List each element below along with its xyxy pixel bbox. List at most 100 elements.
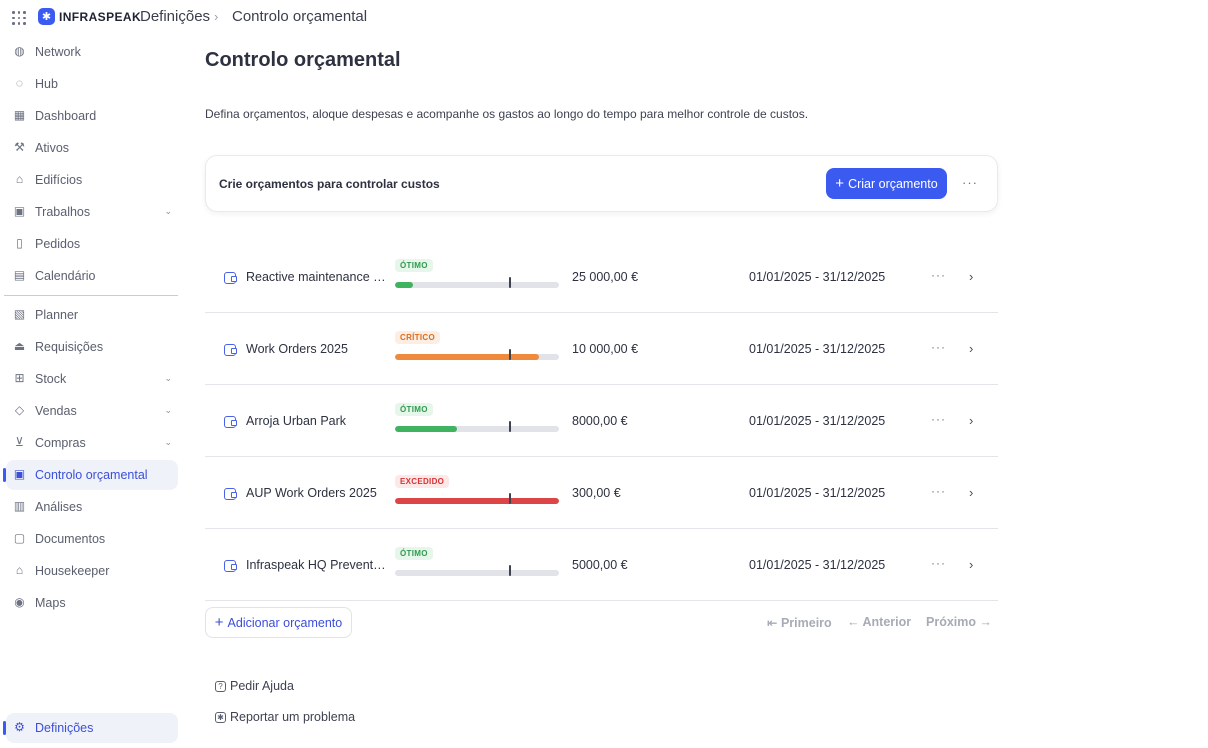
sidebar-item-label: Hub — [35, 77, 58, 91]
sidebar-item-label: Vendas — [35, 404, 77, 418]
wallet-icon — [224, 416, 237, 428]
sidebar-item-definicoes[interactable]: ⚙ Definições — [6, 713, 178, 743]
chevron-down-icon[interactable]: ⌄ — [164, 373, 172, 383]
budget-dates: 01/01/2025 - 31/12/2025 — [749, 414, 886, 428]
active-indicator — [3, 721, 6, 735]
planner-icon: ▧ — [13, 307, 26, 321]
building-icon: ⌂ — [15, 172, 24, 186]
budget-row[interactable]: Work Orders 2025 CRÍTICO 10 000,00 € 01/01/… — [205, 313, 998, 385]
bug-icon: ✱ — [215, 711, 226, 723]
sidebar-item-dashboard[interactable]: ▦ Dashboard — [6, 101, 178, 131]
budget-dates: 01/01/2025 - 31/12/2025 — [749, 342, 886, 356]
stock-icon: ⊞ — [14, 371, 25, 385]
budget-row[interactable]: Reactive maintenance S... ÓTIMO 25 000,00 … — [205, 241, 998, 313]
pagination-first-label: Primeiro — [780, 616, 832, 630]
create-budget-button[interactable]: + Criar orçamento — [826, 168, 947, 199]
sidebar-item-maps[interactable]: ◉ Maps — [6, 588, 178, 618]
chevron-right-icon[interactable]: › — [969, 485, 974, 500]
sidebar-item-calendario[interactable]: ▤ Calendário — [6, 261, 178, 291]
sidebar-item-stock[interactable]: ⊞ Stock ⌄ — [6, 364, 178, 394]
pagination-previous-label: Anterior — [862, 615, 912, 629]
sidebar-item-vendas[interactable]: ◇ Vendas ⌄ — [6, 396, 178, 426]
help-link-label: Pedir Ajuda — [230, 679, 294, 693]
more-options-icon[interactable]: ··· — [931, 412, 946, 426]
sidebar-item-edificios[interactable]: ⌂ Edifícios — [6, 165, 178, 195]
sidebar-item-compras[interactable]: ⊻ Compras ⌄ — [6, 428, 178, 458]
budget-name: Infraspeak HQ Preventive — [246, 558, 386, 572]
budget-name: Reactive maintenance S... — [246, 270, 386, 284]
help-link[interactable]: ? Pedir Ajuda — [215, 679, 294, 693]
sidebar-item-label: Stock — [35, 372, 67, 386]
budget-amount: 25 000,00 € — [572, 270, 639, 284]
sidebar-item-label: Edifícios — [35, 173, 83, 187]
chevron-right-icon[interactable]: › — [969, 269, 974, 284]
active-indicator — [3, 468, 6, 482]
sidebar-item-pedidos[interactable]: ▯ Pedidos — [6, 229, 178, 259]
gear-icon: ⚙ — [14, 720, 25, 734]
more-options-icon[interactable]: ··· — [931, 268, 946, 282]
status-badge: ÓTIMO — [395, 259, 433, 272]
brand-logo[interactable]: ✱ INFRASPEAK — [38, 8, 141, 25]
sidebar-item-label: Housekeeper — [35, 564, 110, 578]
status-badge: ÓTIMO — [395, 403, 433, 416]
chart-icon: ▥ — [13, 499, 26, 513]
budget-row[interactable]: Arroja Urban Park ÓTIMO 8000,00 € 01/01/202… — [205, 385, 998, 457]
dashboard-icon: ▦ — [13, 108, 26, 122]
budget-progress-bar — [395, 354, 559, 360]
first-page-icon: ⇤ — [767, 616, 778, 630]
sidebar-item-controlo-orcamental[interactable]: ▣ Controlo orçamental — [6, 460, 178, 490]
pagination-first[interactable]: ⇤ Primeiro — [767, 615, 832, 630]
sidebar-item-ativos[interactable]: ⚒ Ativos — [6, 133, 178, 163]
chevron-right-icon[interactable]: › — [969, 413, 974, 428]
wallet-icon — [224, 560, 237, 572]
sidebar-item-label: Documentos — [35, 532, 106, 546]
sidebar-item-housekeeper[interactable]: ⌂ Housekeeper — [6, 556, 178, 586]
sidebar-item-network[interactable]: ◍ Network — [6, 37, 178, 67]
sidebar-item-trabalhos[interactable]: ▣ Trabalhos ⌄ — [6, 197, 178, 227]
sidebar-item-label: Calendário — [35, 269, 96, 283]
more-options-icon[interactable]: ··· — [962, 175, 978, 190]
sidebar-item-requisicoes[interactable]: ⏏ Requisições — [6, 332, 178, 362]
cart-icon: ⊻ — [15, 435, 24, 449]
add-budget-button[interactable]: + Adicionar orçamento — [205, 607, 352, 638]
budget-progress-marker — [509, 421, 511, 432]
sidebar-item-label: Requisições — [35, 340, 104, 354]
wrench-icon: ⚒ — [14, 140, 25, 154]
status-badge: CRÍTICO — [395, 331, 440, 344]
report-problem-link[interactable]: ✱ Reportar um problema — [215, 710, 355, 724]
status-badge: ÓTIMO — [395, 547, 433, 560]
sidebar-item-hub[interactable]: ◌ Hub — [6, 69, 178, 99]
calendar-grid-icon: ▤ — [13, 268, 26, 282]
sidebar-item-label: Maps — [35, 596, 66, 610]
budget-row[interactable]: Infraspeak HQ Preventive ÓTIMO 5000,00 € 01… — [205, 529, 998, 601]
sidebar-item-analises[interactable]: ▥ Análises — [6, 492, 178, 522]
budget-progress-fill — [395, 426, 458, 432]
housekeeper-icon: ⌂ — [15, 563, 24, 577]
more-options-icon[interactable]: ··· — [931, 340, 946, 354]
budget-name: Arroja Urban Park — [246, 414, 347, 428]
sidebar-item-label: Trabalhos — [35, 205, 91, 219]
chevron-right-icon[interactable]: › — [969, 341, 974, 356]
create-budget-card: Crie orçamentos para controlar custos + C… — [205, 155, 998, 212]
breadcrumb-settings[interactable]: Definições — [140, 8, 211, 25]
sidebar-item-documentos[interactable]: ▢ Documentos — [6, 524, 178, 554]
plus-icon: + — [214, 614, 224, 631]
chevron-down-icon[interactable]: ⌄ — [164, 405, 172, 415]
budget-amount: 300,00 € — [572, 486, 621, 500]
wallet-icon — [224, 488, 237, 500]
budget-row[interactable]: AUP Work Orders 2025 EXCEDIDO 300,00 € 01/0… — [205, 457, 998, 529]
globe-icon: ◍ — [14, 44, 25, 58]
arrow-right-icon: → — [979, 615, 993, 629]
more-options-icon[interactable]: ··· — [931, 556, 946, 570]
budget-amount: 10 000,00 € — [572, 342, 639, 356]
more-options-icon[interactable]: ··· — [931, 484, 946, 498]
pagination-next[interactable]: Próximo → — [926, 615, 992, 629]
sidebar-item-label: Definições — [35, 721, 94, 735]
chevron-down-icon[interactable]: ⌄ — [164, 206, 172, 216]
pagination-previous[interactable]: ← Anterior — [847, 615, 911, 629]
apps-grid-icon[interactable] — [12, 11, 26, 25]
chevron-down-icon[interactable]: ⌄ — [164, 437, 172, 447]
budget-progress-marker — [509, 349, 511, 360]
sidebar-item-planner[interactable]: ▧ Planner — [6, 300, 178, 330]
chevron-right-icon[interactable]: › — [969, 557, 974, 572]
